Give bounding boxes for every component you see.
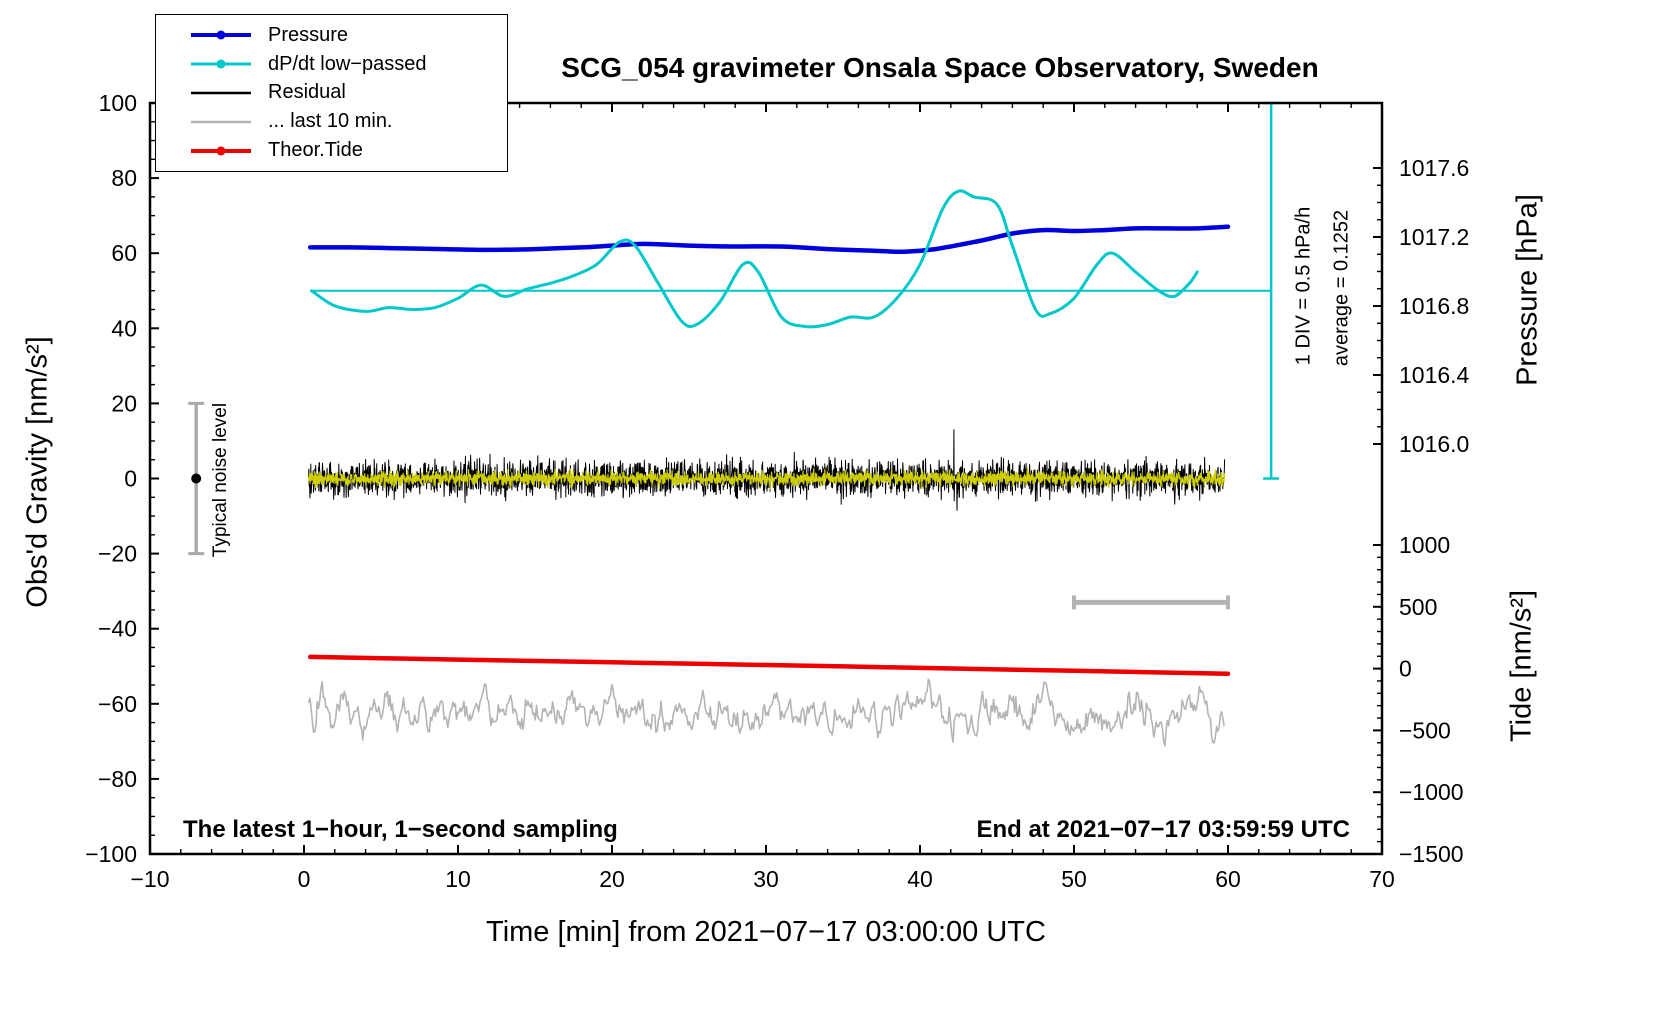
x-axis: −10 0 10 20 30 40 50 60 70 xyxy=(130,103,1395,892)
x-tick-label: 0 xyxy=(298,866,311,892)
series-path-last-10-min xyxy=(307,678,1225,747)
gravity-tick-label: −80 xyxy=(98,766,137,792)
series-last-10-min xyxy=(307,678,1225,747)
series-path-dp-dt-low-passed xyxy=(310,189,1199,329)
series-path-residual xyxy=(308,429,1226,511)
gravity-tick-label: −60 xyxy=(98,691,137,717)
series-path-theor-tide xyxy=(307,654,1231,676)
pressure-tick-label: 1016.8 xyxy=(1399,293,1469,319)
legend-dot xyxy=(216,59,226,69)
x-tick-label: 70 xyxy=(1369,866,1395,892)
x-tick-label: −10 xyxy=(130,866,169,892)
y-axis-tide: 1000 500 0 −500 −1000 −1500 xyxy=(1373,532,1464,867)
legend-sample-residual xyxy=(191,91,251,95)
x-tick-label: 60 xyxy=(1215,866,1241,892)
gravity-tick-label: 80 xyxy=(111,165,137,191)
gravity-tick-label: 60 xyxy=(111,240,137,266)
series-path-residual-low-passed xyxy=(308,467,1226,490)
y-axis-title-tide: Tide [nm/s²] xyxy=(1505,589,1538,743)
gravity-tick-label: 0 xyxy=(124,466,137,492)
legend-sample-last-10-min xyxy=(191,120,251,124)
legend-sample-pressure xyxy=(191,30,251,40)
gravity-tick-label: 20 xyxy=(111,390,137,416)
pressure-tick-label: 1016.4 xyxy=(1399,362,1470,388)
legend-item-last-10-min: ... last 10 min. xyxy=(188,110,501,133)
legend-box: Pressure dP/dt low−passed Residual ... last… xyxy=(155,14,508,172)
tide-tick-label: 0 xyxy=(1399,656,1412,682)
tide-tick-label: −1000 xyxy=(1399,779,1464,805)
series-residual xyxy=(308,429,1226,511)
legend-label: dP/dt low−passed xyxy=(268,52,427,75)
legend-label: Pressure xyxy=(268,23,349,46)
series-theor-tide xyxy=(307,654,1231,676)
pressure-tick-label: 1017.2 xyxy=(1399,224,1469,250)
y-axis-title-gravity: Obs'd Gravity [nm/s²] xyxy=(21,336,54,608)
noise-level-dot xyxy=(191,473,202,484)
tide-tick-label: −1500 xyxy=(1399,841,1464,867)
plot-frame xyxy=(148,101,1384,856)
tide-tick-label: 500 xyxy=(1399,594,1437,620)
pressure-tick-label: 1016.0 xyxy=(1399,431,1469,457)
legend-item-pressure: Pressure xyxy=(188,24,501,47)
gravity-tick-label: 40 xyxy=(111,315,137,341)
x-tick-label: 20 xyxy=(599,866,625,892)
ten-minute-scale-bar xyxy=(1072,595,1230,610)
legend-label: ... last 10 min. xyxy=(268,110,393,133)
x-tick-label: 50 xyxy=(1061,866,1087,892)
tide-tick-label: −500 xyxy=(1399,717,1451,743)
y-axis-title-pressure: Pressure [hPa] xyxy=(1511,194,1544,386)
gravity-tick-label: 100 xyxy=(99,90,137,116)
gravity-tick-label: −20 xyxy=(98,541,137,567)
plot-frame-rect xyxy=(148,101,1384,856)
tide-tick-label: 1000 xyxy=(1399,532,1450,558)
legend-item-theor-tide: Theor.Tide xyxy=(188,139,501,162)
pressure-tick-label: 1017.6 xyxy=(1399,155,1469,181)
legend-dot xyxy=(216,30,226,40)
gravity-tick-label: −100 xyxy=(85,841,137,867)
gravity-tick-label: −40 xyxy=(98,616,137,642)
x-axis-title: Time [min] from 2021−07−17 03:00:00 UTC xyxy=(486,916,1046,948)
legend-label: Residual xyxy=(268,81,346,104)
series-path-pressure xyxy=(307,224,1231,255)
series-dp-dt-low-passed xyxy=(310,189,1199,329)
noise-level-annotation: Typical noise level xyxy=(210,402,231,558)
x-tick-label: 10 xyxy=(445,866,471,892)
y-axis-pressure: 1017.6 1017.2 1016.8 1016.4 1016.0 xyxy=(1373,155,1470,457)
noise-level-marker xyxy=(188,401,205,556)
chart-title: SCG_054 gravimeter Onsala Space Observat… xyxy=(561,52,1319,83)
legend-sample-dp-dt-low-passed xyxy=(191,59,251,69)
legend-dot xyxy=(216,146,226,156)
legend-label: Theor.Tide xyxy=(268,139,363,162)
x-tick-label: 30 xyxy=(753,866,779,892)
div-scale-annotation: 1 DIV = 0.5 hPa/h xyxy=(1292,206,1315,366)
series-pressure xyxy=(307,224,1231,255)
y-axis-gravity: 100 80 60 40 20 0 −20 −40 −60 −80 −100 xyxy=(85,90,159,867)
series-residual-low-passed xyxy=(308,467,1226,490)
legend-item-dp-dt-low-passed: dP/dt low−passed xyxy=(188,53,501,76)
average-annotation: average = 0.1252 xyxy=(1330,209,1353,367)
end-time-note: End at 2021−07−17 03:59:59 UTC xyxy=(976,816,1350,843)
sampling-note: The latest 1−hour, 1−second sampling xyxy=(183,816,618,843)
legend-sample-theor-tide xyxy=(191,146,251,156)
x-tick-label: 40 xyxy=(907,866,933,892)
legend-item-residual: Residual xyxy=(188,81,501,104)
